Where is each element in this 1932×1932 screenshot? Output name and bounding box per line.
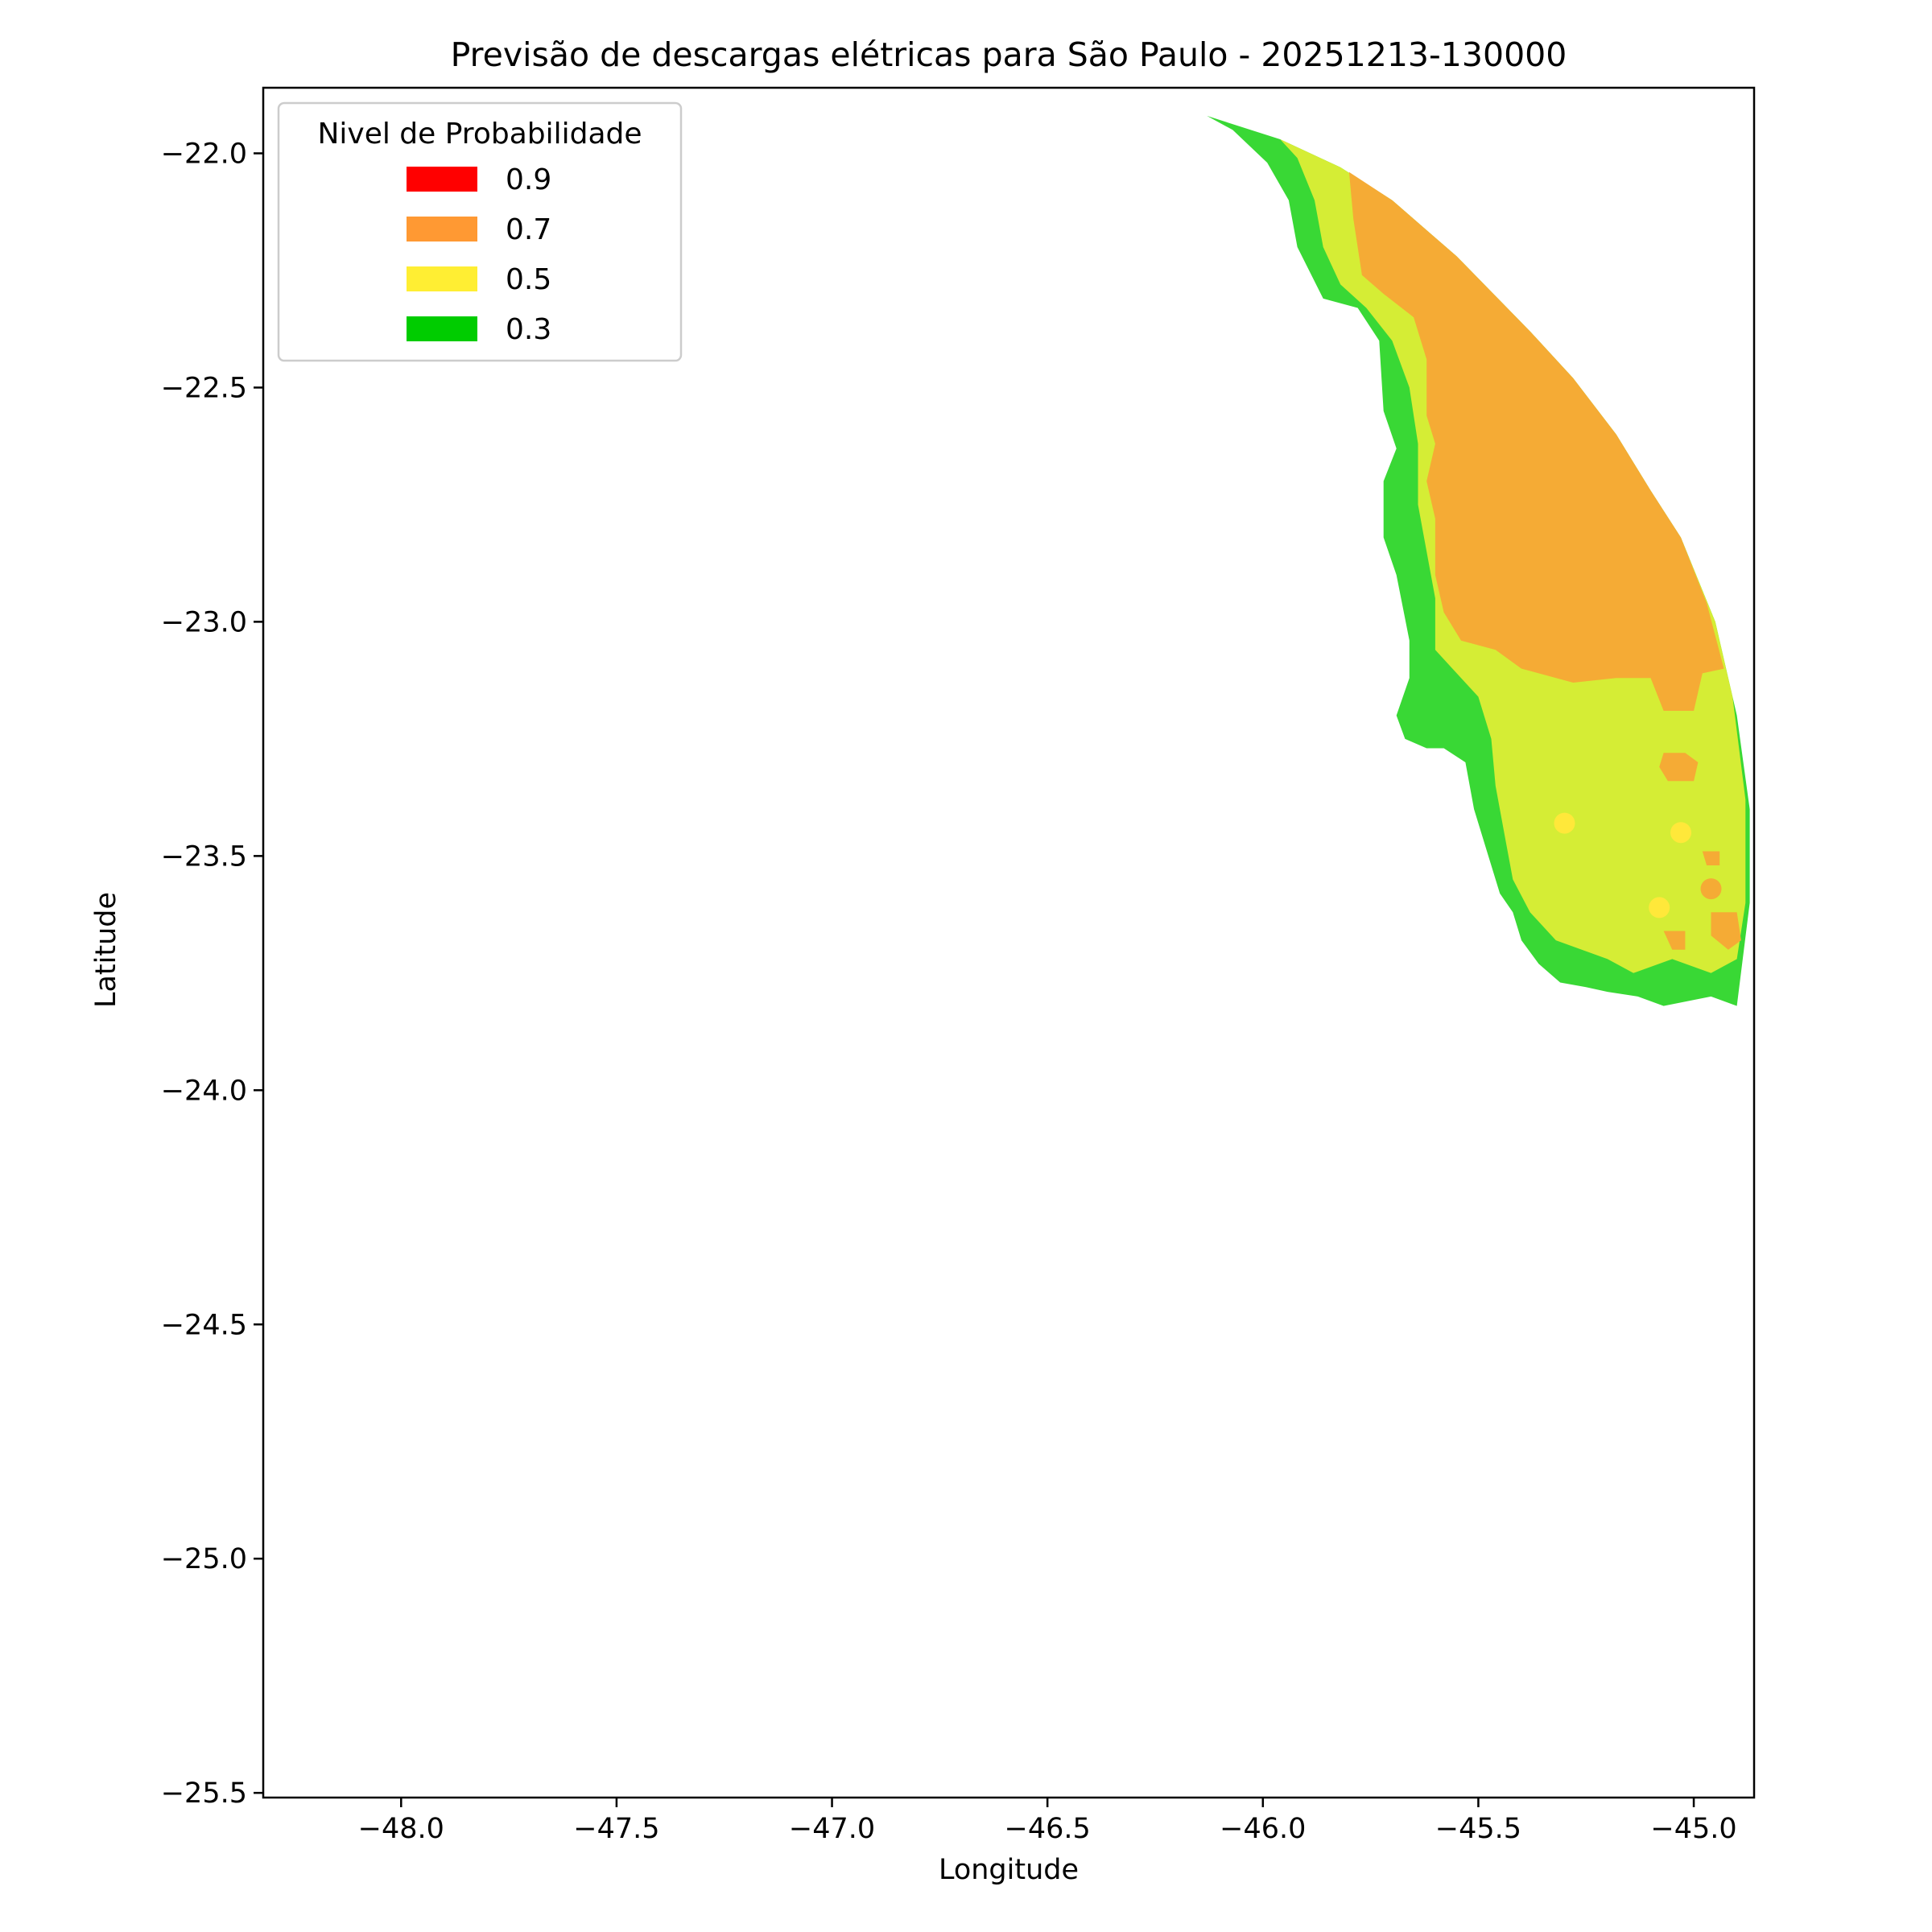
x-axis-ticks: −48.0 −47.5 −47.0 −46.5 −46.0 −45.5 −45.0 xyxy=(358,1798,1737,1845)
contour-level-0-7-region-4 xyxy=(1702,851,1720,865)
x-tick-label: −45.5 xyxy=(1435,1813,1521,1845)
legend-label-0-5: 0.5 xyxy=(506,263,551,296)
x-axis-label: Longitude xyxy=(939,1854,1079,1886)
contour-level-0-7-region-2 xyxy=(1711,912,1741,950)
forecast-points xyxy=(1554,812,1722,919)
y-axis-label: Latitude xyxy=(90,892,122,1008)
y-axis-ticks: −22.0 −22.5 −23.0 −23.5 −24.0 −24.5 −25.0 −25.5 xyxy=(161,138,263,1810)
y-tick-label: −22.0 xyxy=(161,138,247,170)
y-tick-label: −23.5 xyxy=(161,840,247,873)
legend-box xyxy=(277,101,683,362)
legend-swatch-0-9 xyxy=(407,167,477,192)
x-tick-label: −47.0 xyxy=(789,1813,875,1845)
contour-layers xyxy=(1207,115,1750,1006)
x-tick-label: −47.5 xyxy=(573,1813,659,1845)
y-tick-label: −22.5 xyxy=(161,372,247,404)
y-tick-label: −24.0 xyxy=(161,1075,247,1107)
y-tick-label: −23.0 xyxy=(161,606,247,638)
legend-swatch-0-7 xyxy=(407,217,477,242)
y-tick-label: −24.5 xyxy=(161,1309,247,1341)
contour-level-0-7-region-0 xyxy=(1348,171,1724,711)
forecast-point-1 xyxy=(1670,822,1691,844)
y-tick-label: −25.0 xyxy=(161,1543,247,1575)
x-tick-label: −45.0 xyxy=(1650,1813,1736,1845)
legend-swatch-0-5 xyxy=(407,266,477,291)
legend-swatch-0-3 xyxy=(407,316,477,341)
y-tick-label: −25.5 xyxy=(161,1777,247,1810)
x-tick-label: −46.5 xyxy=(1005,1813,1091,1845)
legend-label-0-3: 0.3 xyxy=(506,313,551,346)
legend-label-0-7: 0.7 xyxy=(506,213,551,246)
forecast-point-2 xyxy=(1649,897,1670,919)
x-tick-label: −48.0 xyxy=(358,1813,444,1845)
chart-title: Previsão de descargas elétricas para São… xyxy=(451,35,1567,74)
contour-level-0-7-region-3 xyxy=(1663,931,1686,950)
x-tick-label: −46.0 xyxy=(1220,1813,1306,1845)
legend-title: Nivel de Probabilidade xyxy=(317,118,642,151)
legend: Nivel de Probabilidade 0.9 0.7 0.5 0.3 xyxy=(277,101,683,362)
plot-area-frame xyxy=(262,86,1756,1799)
legend-label-0-9: 0.9 xyxy=(506,163,551,196)
contour-level-0-7-region-1 xyxy=(1659,753,1699,782)
forecast-point-3 xyxy=(1700,878,1722,900)
legend-entries: 0.9 0.7 0.5 0.3 xyxy=(407,163,551,346)
forecast-point-0 xyxy=(1554,812,1575,834)
